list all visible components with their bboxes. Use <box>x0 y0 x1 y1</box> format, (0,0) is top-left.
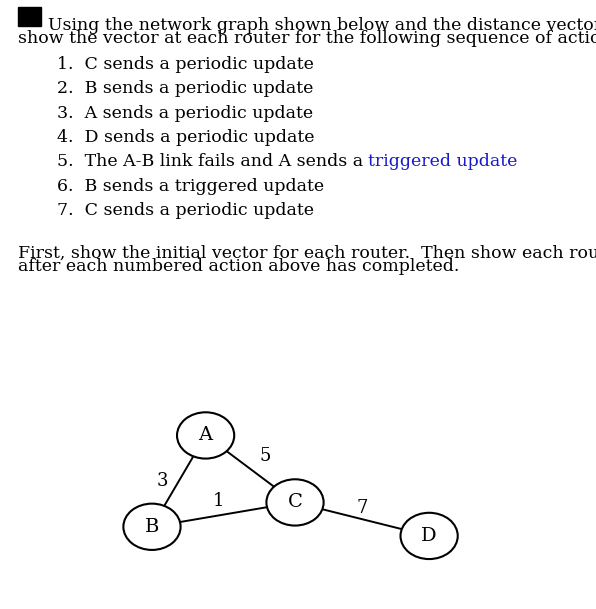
Text: C: C <box>288 493 302 512</box>
Ellipse shape <box>123 504 181 550</box>
Text: 7: 7 <box>356 499 368 517</box>
Text: triggered update: triggered update <box>368 153 517 171</box>
Text: 1.  C sends a periodic update: 1. C sends a periodic update <box>57 56 313 73</box>
Text: after each numbered action above has completed.: after each numbered action above has com… <box>18 258 460 275</box>
Ellipse shape <box>401 513 458 559</box>
Text: 3.  A sends a periodic update: 3. A sends a periodic update <box>57 105 313 122</box>
Text: A: A <box>198 426 213 445</box>
Text: Using the network graph shown below and the distance vector algorithm,: Using the network graph shown below and … <box>48 17 596 34</box>
Text: D: D <box>421 527 437 545</box>
Ellipse shape <box>266 479 324 526</box>
Text: 2.  B sends a periodic update: 2. B sends a periodic update <box>57 80 313 97</box>
Text: 5: 5 <box>259 446 271 465</box>
Text: 6.  B sends a triggered update: 6. B sends a triggered update <box>57 178 324 195</box>
Text: 1: 1 <box>213 492 225 510</box>
Text: show the vector at each router for the following sequence of actions:: show the vector at each router for the f… <box>18 30 596 48</box>
Text: B: B <box>145 518 159 536</box>
Bar <box>18 7 41 26</box>
Text: 4.  D sends a periodic update: 4. D sends a periodic update <box>57 129 314 146</box>
Text: 3: 3 <box>156 472 168 490</box>
Text: 7.  C sends a periodic update: 7. C sends a periodic update <box>57 202 313 219</box>
Text: 5.  The A-B link fails and A sends a: 5. The A-B link fails and A sends a <box>57 153 368 171</box>
Ellipse shape <box>177 412 234 459</box>
Text: First, show the initial vector for each router.  Then show each router’s vector: First, show the initial vector for each … <box>18 245 596 262</box>
